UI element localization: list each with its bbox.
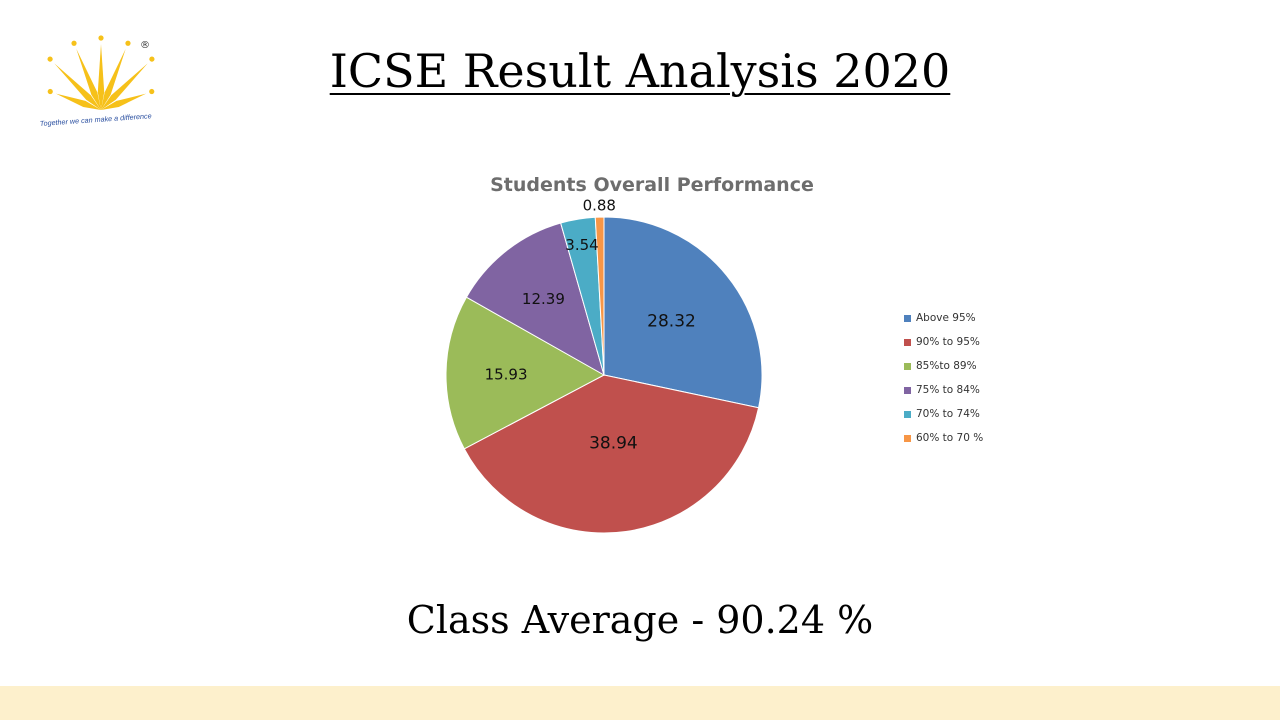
legend-label: Above 95% <box>916 312 976 324</box>
logo-dot <box>47 88 53 95</box>
legend-swatch <box>904 386 911 394</box>
logo-ray <box>54 63 101 110</box>
logo-dot <box>149 88 155 95</box>
class-average: Class Average - 90.24 % <box>406 598 874 642</box>
legend-label: 60% to 70 % <box>916 432 984 444</box>
pie-slice-0 <box>603 216 763 409</box>
logo-ray <box>76 48 101 110</box>
logo-dot <box>98 35 104 41</box>
logo-ray <box>101 93 147 110</box>
legend-item: 90% to 95% <box>904 330 983 354</box>
sunburst-logo-icon: ® Together we can make a difference <box>40 35 155 128</box>
logo-ray <box>101 48 126 110</box>
logo-dot <box>149 56 155 62</box>
pie-data-label-5: 0.88 <box>583 196 616 214</box>
footer-band <box>0 686 1280 720</box>
legend-swatch <box>904 434 911 442</box>
legend-label: 70% to 74% <box>916 408 980 420</box>
pie-data-label-0: 28.32 <box>647 311 696 331</box>
slide-title: ICSE Result Analysis 2020 <box>329 44 951 98</box>
logo-ray <box>97 44 105 110</box>
legend-label: 85%to 89% <box>916 360 977 372</box>
pie-data-label-3: 12.39 <box>522 290 565 308</box>
legend-item: 70% to 74% <box>904 402 983 426</box>
legend-label: 75% to 84% <box>916 384 980 396</box>
pie-slice-3 <box>465 222 605 377</box>
pie-slice-2 <box>445 296 606 450</box>
logo-dot <box>47 56 53 62</box>
legend-item: 85%to 89% <box>904 354 983 378</box>
legend-label: 90% to 95% <box>916 336 980 348</box>
legend-item: 75% to 84% <box>904 378 983 402</box>
registered-mark: ® <box>140 40 150 51</box>
pie-data-label-4: 3.54 <box>565 236 598 254</box>
logo-ray <box>55 93 101 110</box>
pie-slice-5 <box>594 216 605 376</box>
legend-item: 60% to 70 % <box>904 426 983 450</box>
logo-dot <box>71 40 77 46</box>
legend-swatch <box>904 410 911 418</box>
pie-data-label-2: 15.93 <box>485 366 528 384</box>
chart-legend: Above 95% 90% to 95% 85%to 89% 75% to 84% 70… <box>904 306 983 450</box>
logo-ray <box>101 63 148 110</box>
pie-slice-1 <box>463 374 760 534</box>
legend-swatch <box>904 362 911 370</box>
pie-data-label-1: 38.94 <box>589 433 638 453</box>
legend-swatch <box>904 338 911 346</box>
logo: ® Together we can make a difference <box>36 30 166 130</box>
logo-dot <box>125 40 131 46</box>
legend-swatch <box>904 314 911 322</box>
legend-item: Above 95% <box>904 306 983 330</box>
chart-title: Students Overall Performance <box>490 174 814 196</box>
